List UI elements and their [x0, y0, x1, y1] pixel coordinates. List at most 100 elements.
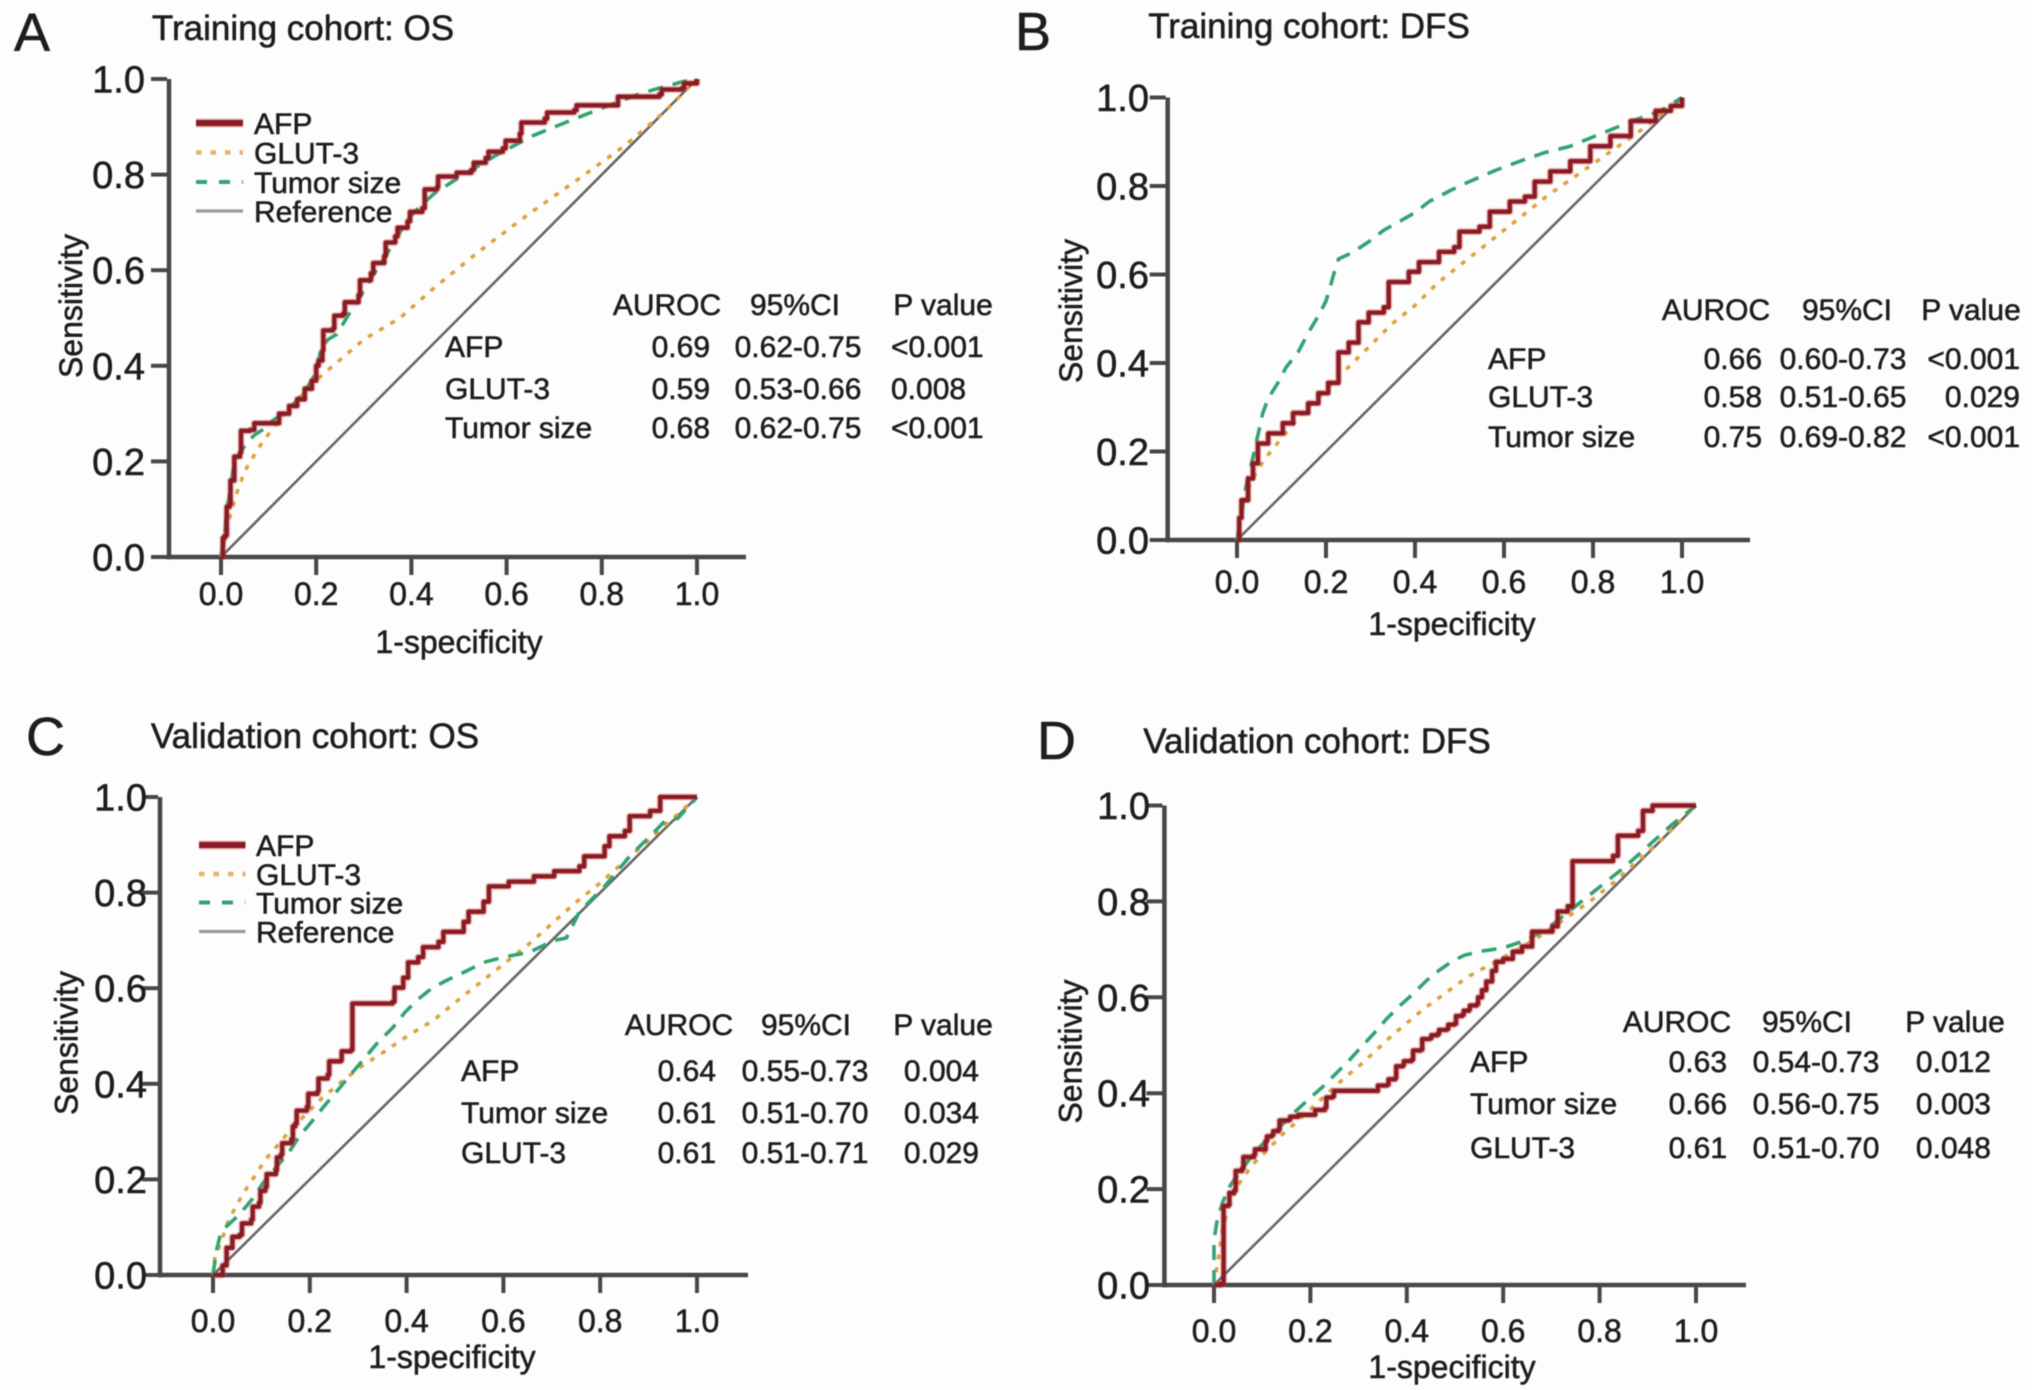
svg-text:GLUT-3: GLUT-3: [1470, 1132, 1575, 1165]
svg-text:A: A: [14, 3, 50, 63]
svg-text:GLUT-3: GLUT-3: [445, 373, 550, 406]
svg-text:AUROC: AUROC: [1623, 1006, 1731, 1039]
svg-text:95%CI: 95%CI: [750, 289, 840, 322]
svg-text:0.2: 0.2: [288, 1303, 332, 1339]
svg-text:0.2: 0.2: [92, 442, 145, 484]
svg-text:0.034: 0.034: [904, 1097, 979, 1130]
svg-text:P value: P value: [1905, 1006, 2005, 1039]
svg-text:B: B: [1015, 2, 1051, 62]
svg-text:0.55-0.73: 0.55-0.73: [742, 1055, 869, 1088]
svg-text:AFP: AFP: [256, 830, 314, 863]
svg-text:0.6: 0.6: [94, 969, 147, 1011]
svg-text:Sensitivity: Sensitivity: [1053, 239, 1089, 383]
svg-text:0.61: 0.61: [658, 1137, 716, 1170]
svg-text:0.8: 0.8: [1097, 882, 1150, 924]
svg-text:0.2: 0.2: [1097, 1170, 1150, 1212]
svg-text:0.2: 0.2: [1096, 432, 1149, 474]
svg-text:0.8: 0.8: [580, 576, 624, 612]
svg-text:1.0: 1.0: [92, 60, 145, 102]
svg-text:GLUT-3: GLUT-3: [256, 859, 361, 892]
svg-text:0.4: 0.4: [92, 346, 145, 388]
svg-text:0.4: 0.4: [1393, 564, 1437, 600]
svg-text:0.0: 0.0: [199, 576, 243, 612]
svg-text:0.6: 0.6: [484, 576, 528, 612]
svg-text:95%CI: 95%CI: [761, 1009, 851, 1042]
svg-text:0.51-0.70: 0.51-0.70: [1753, 1132, 1880, 1165]
svg-text:1.0: 1.0: [94, 778, 147, 820]
svg-text:1-specificity: 1-specificity: [1368, 606, 1535, 642]
svg-text:0.58: 0.58: [1704, 381, 1762, 414]
svg-text:AFP: AFP: [445, 331, 503, 364]
svg-text:0.0: 0.0: [1215, 564, 1259, 600]
svg-text:0.2: 0.2: [294, 576, 338, 612]
svg-text:0.8: 0.8: [578, 1303, 622, 1339]
svg-text:0.6: 0.6: [481, 1303, 525, 1339]
svg-text:1-specificity: 1-specificity: [1368, 1349, 1535, 1385]
svg-text:0.69: 0.69: [652, 331, 710, 364]
svg-text:AUROC: AUROC: [625, 1009, 733, 1042]
svg-text:0.53-0.66: 0.53-0.66: [735, 373, 862, 406]
svg-text:95%CI: 95%CI: [1802, 294, 1892, 327]
svg-text:0.6: 0.6: [92, 251, 145, 293]
svg-text:1.0: 1.0: [675, 576, 719, 612]
svg-text:0.0: 0.0: [94, 1256, 147, 1298]
svg-text:Reference: Reference: [254, 196, 392, 229]
svg-text:P value: P value: [1921, 294, 2021, 327]
svg-text:0.56-0.75: 0.56-0.75: [1753, 1088, 1880, 1121]
svg-text:0.0: 0.0: [191, 1303, 235, 1339]
svg-text:0.62-0.75: 0.62-0.75: [735, 412, 862, 445]
svg-text:1.0: 1.0: [1097, 786, 1150, 828]
svg-text:0.003: 0.003: [1916, 1088, 1991, 1121]
svg-text:0.2: 0.2: [94, 1160, 147, 1202]
svg-text:AUROC: AUROC: [613, 289, 721, 322]
svg-text:0.62-0.75: 0.62-0.75: [735, 331, 862, 364]
svg-text:Tumor size: Tumor size: [445, 412, 592, 445]
svg-text:Sensitivity: Sensitivity: [53, 234, 89, 378]
svg-text:1.0: 1.0: [675, 1303, 719, 1339]
svg-text:0.4: 0.4: [1097, 1074, 1150, 1116]
svg-text:0.4: 0.4: [389, 576, 433, 612]
svg-text:Tumor size: Tumor size: [1470, 1088, 1617, 1121]
svg-text:0.029: 0.029: [1945, 381, 2020, 414]
svg-text:0.6: 0.6: [1481, 1313, 1525, 1349]
svg-text:0.66: 0.66: [1669, 1088, 1727, 1121]
svg-text:1-specificity: 1-specificity: [375, 624, 542, 660]
svg-text:0.60-0.73: 0.60-0.73: [1780, 343, 1907, 376]
svg-text:0.4: 0.4: [94, 1064, 147, 1106]
svg-text:Training cohort: DFS: Training cohort: DFS: [1148, 7, 1470, 46]
svg-text:1-specificity: 1-specificity: [368, 1339, 535, 1375]
svg-text:Tumor size: Tumor size: [256, 888, 403, 921]
svg-text:0.0: 0.0: [1096, 521, 1149, 563]
svg-text:GLUT-3: GLUT-3: [254, 138, 359, 171]
svg-text:<0.001: <0.001: [891, 331, 984, 364]
svg-text:Reference: Reference: [256, 917, 394, 950]
svg-text:Tumor size: Tumor size: [1488, 421, 1635, 454]
svg-text:0.59: 0.59: [652, 373, 710, 406]
svg-text:0.0: 0.0: [92, 538, 145, 580]
svg-text:0.54-0.73: 0.54-0.73: [1753, 1046, 1880, 1079]
svg-text:0.8: 0.8: [1577, 1313, 1621, 1349]
svg-text:Validation cohort: DFS: Validation cohort: DFS: [1143, 722, 1491, 761]
svg-text:<0.001: <0.001: [891, 412, 984, 445]
svg-text:0.8: 0.8: [1571, 564, 1615, 600]
svg-text:0.51-0.71: 0.51-0.71: [742, 1137, 869, 1170]
svg-text:0.048: 0.048: [1916, 1132, 1991, 1165]
svg-text:0.61: 0.61: [1669, 1132, 1727, 1165]
svg-text:0.8: 0.8: [1096, 167, 1149, 209]
svg-text:0.4: 0.4: [1096, 344, 1149, 386]
svg-text:GLUT-3: GLUT-3: [461, 1137, 566, 1170]
svg-text:P value: P value: [893, 1009, 993, 1042]
svg-text:0.68: 0.68: [652, 412, 710, 445]
svg-text:1.0: 1.0: [1660, 564, 1704, 600]
svg-text:Sensitivity: Sensitivity: [1053, 979, 1089, 1123]
svg-text:P value: P value: [893, 289, 993, 322]
svg-text:1.0: 1.0: [1096, 78, 1149, 120]
svg-text:<0.001: <0.001: [1927, 421, 2020, 454]
svg-text:0.8: 0.8: [94, 873, 147, 915]
svg-text:0.0: 0.0: [1097, 1266, 1150, 1308]
svg-text:Validation cohort: OS: Validation cohort: OS: [151, 717, 479, 756]
svg-text:0.0: 0.0: [1192, 1313, 1236, 1349]
svg-text:0.4: 0.4: [1385, 1313, 1429, 1349]
svg-text:0.8: 0.8: [92, 155, 145, 197]
svg-text:95%CI: 95%CI: [1762, 1006, 1852, 1039]
